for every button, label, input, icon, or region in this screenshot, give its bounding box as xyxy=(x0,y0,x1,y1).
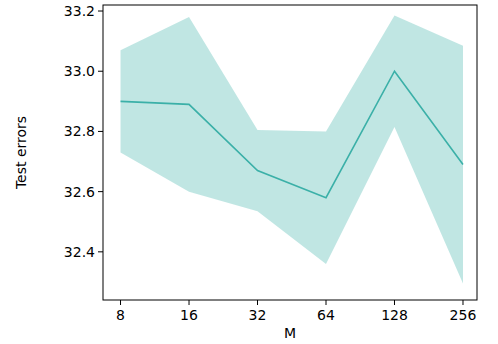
x-tick-label: 32 xyxy=(249,307,267,323)
y-axis-label: Test errors xyxy=(13,116,29,190)
y-tick-label: 32.4 xyxy=(64,244,95,260)
error-band xyxy=(121,16,463,284)
y-tick xyxy=(98,11,103,12)
y-tick-label: 33.2 xyxy=(64,3,95,19)
y-tick xyxy=(98,251,103,252)
x-tick xyxy=(120,300,121,305)
y-tick-label: 33.0 xyxy=(64,63,95,79)
line xyxy=(121,71,463,197)
y-tick xyxy=(98,191,103,192)
frame xyxy=(103,5,477,300)
y-tick-label: 32.8 xyxy=(64,123,95,139)
x-tick xyxy=(326,300,327,305)
x-tick xyxy=(394,300,395,305)
x-tick xyxy=(189,300,190,305)
y-tick xyxy=(98,71,103,72)
x-tick-label: 256 xyxy=(450,307,477,323)
x-tick-label: 128 xyxy=(381,307,408,323)
x-tick-label: 64 xyxy=(317,307,335,323)
x-axis-label: M xyxy=(284,325,296,341)
chart: 8 16 32 64 128 256 32.4 32.6 32.8 33.0 33.2 M Test e… xyxy=(0,0,498,344)
y-tick xyxy=(98,131,103,132)
y-tick-label: 32.6 xyxy=(64,184,95,200)
x-tick-label: 8 xyxy=(116,307,125,323)
chart-container: 8 16 32 64 128 256 32.4 32.6 32.8 33.0 33.2 M Test e… xyxy=(0,0,498,344)
x-tick xyxy=(257,300,258,305)
plot-area xyxy=(121,16,463,284)
x-tick-label: 16 xyxy=(180,307,198,323)
x-tick xyxy=(462,300,463,305)
